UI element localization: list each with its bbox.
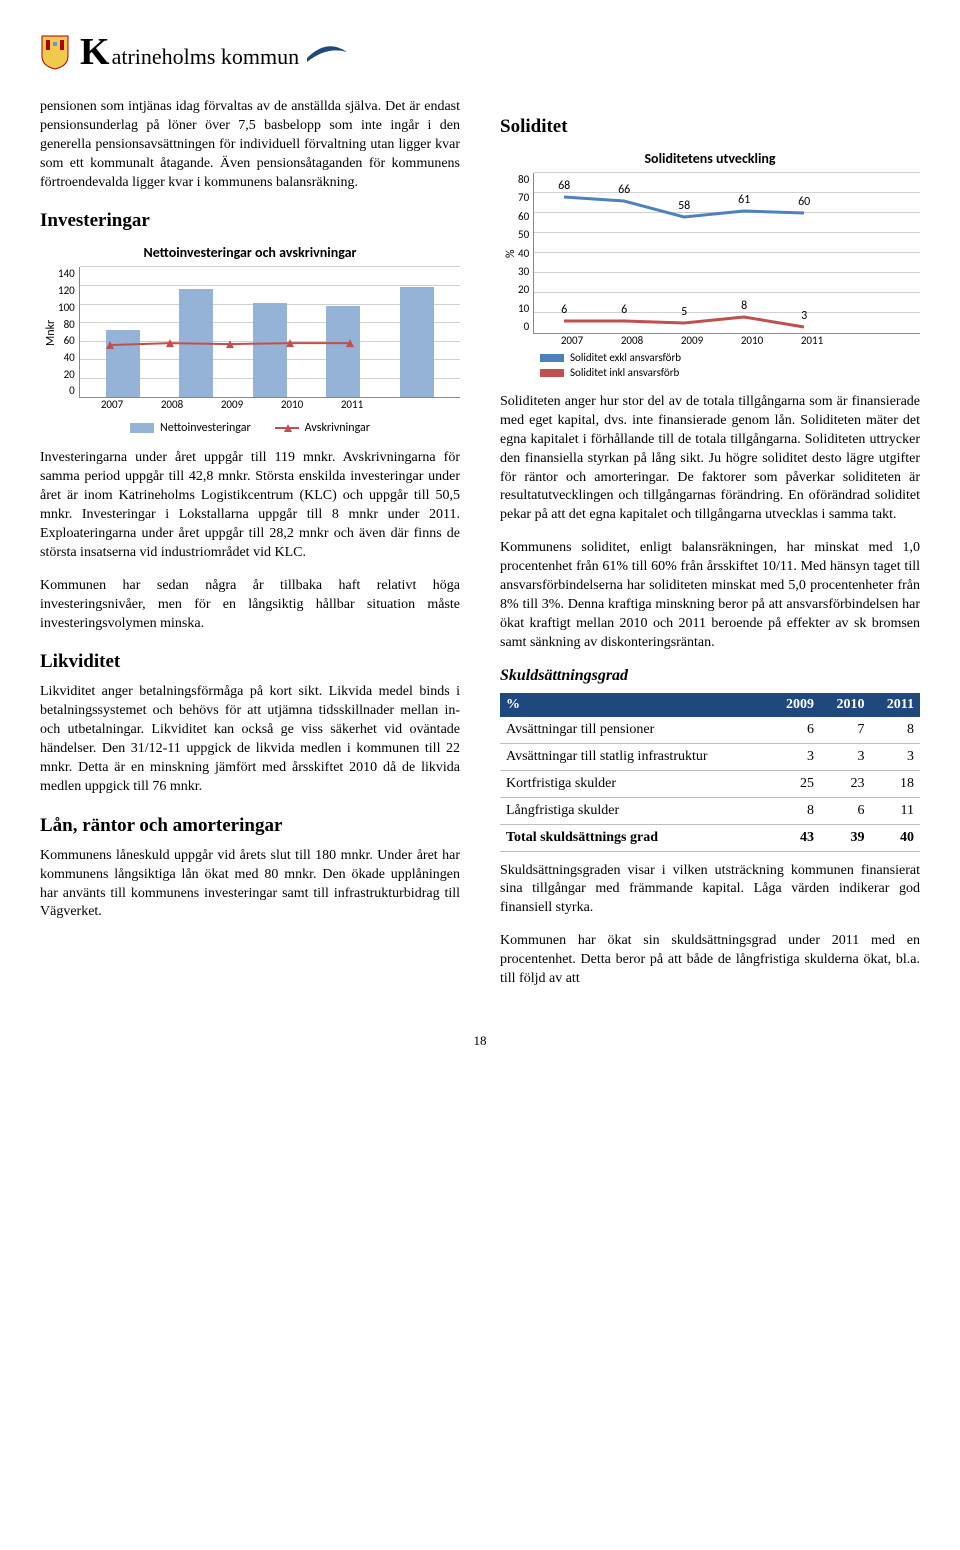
legend-line-label: Avskrivningar (305, 421, 370, 435)
shield-icon (40, 34, 70, 70)
para-soliditet-1: Soliditeten anger hur stor del av de tot… (500, 393, 920, 525)
chart-nettoinvesteringar: Nettoinvesteringar och avskrivningar Mnk… (40, 244, 460, 435)
right-column: Soliditet Soliditetens utveckling % 8070… (500, 98, 920, 1003)
skuldsattning-table: %200920102011 Avsättningar till pensione… (500, 693, 920, 852)
para-invest-detail: Investeringarna under året uppgår till 1… (40, 449, 460, 562)
header: K atrineholms kommun (40, 30, 920, 74)
chart1-xticks: 20072008200920102011 (64, 398, 382, 411)
heading-skuldsattning: Skuldsättningsgrad (500, 667, 920, 685)
chart1-legend: Nettoinvesteringar Avskrivningar (40, 421, 460, 435)
table-header: 2010 (820, 693, 870, 717)
table-row-total: Total skuldsättnings grad433940 (500, 824, 920, 851)
left-column: pensionen som intjänas idag förvaltas av… (40, 98, 460, 1003)
chart1-yticks: 140120100806040200 (58, 267, 79, 397)
heading-soliditet: Soliditet (500, 116, 920, 138)
legend-bar-swatch (130, 423, 154, 433)
chart-soliditet: Soliditetens utveckling % 80706050403020… (500, 150, 920, 379)
chart2-yticks: 80706050403020100 (518, 173, 533, 333)
heading-lan: Lån, räntor och amorteringar (40, 815, 460, 837)
para-skuld-2: Kommunen har ökat sin skuldsättningsgrad… (500, 932, 920, 989)
table-header: 2011 (870, 693, 920, 717)
chart2-plot: 686658616066583 (533, 173, 920, 334)
chart1-plot (79, 267, 460, 398)
page-number: 18 (40, 1033, 920, 1049)
table-row: Avsättningar till pensioner678 (500, 717, 920, 744)
table-header: % (500, 693, 770, 717)
legend-line1-label: Soliditet exkl ansvarsförb (570, 351, 681, 364)
heading-investeringar: Investeringar (40, 210, 460, 232)
swoosh-icon (307, 42, 347, 64)
chart2-title: Soliditetens utveckling (500, 150, 920, 167)
legend-line-swatch (275, 427, 299, 429)
municipality-name: K atrineholms kommun (80, 30, 347, 74)
chart2-xticks: 20072008200920102011 (524, 334, 842, 347)
heading-likviditet: Likviditet (40, 651, 460, 673)
para-invest-comment: Kommunen har sedan några år tillbaka haf… (40, 577, 460, 634)
legend-line2-swatch (540, 369, 564, 377)
para-pension: pensionen som intjänas idag förvaltas av… (40, 98, 460, 192)
legend-line2-label: Soliditet inkl ansvarsförb (570, 366, 679, 379)
bar (400, 287, 434, 398)
table-row: Kortfristiga skulder252318 (500, 770, 920, 797)
chart2-legend: Soliditet exkl ansvarsförb Soliditet ink… (540, 351, 920, 379)
legend-bar-label: Nettoinvesteringar (160, 421, 251, 435)
table-row: Långfristiga skulder8611 (500, 797, 920, 824)
chart1-title: Nettoinvesteringar och avskrivningar (40, 244, 460, 261)
table-row: Avsättningar till statlig infrastruktur3… (500, 743, 920, 770)
para-skuld-1: Skuldsättningsgraden visar i vilken utst… (500, 862, 920, 919)
chart1-ylabel: Mnkr (40, 267, 58, 398)
para-lan: Kommunens låneskuld uppgår vid årets slu… (40, 847, 460, 923)
para-likviditet: Likviditet anger betalningsförmåga på ko… (40, 683, 460, 796)
para-soliditet-2: Kommunens soliditet, enligt balansräknin… (500, 539, 920, 652)
table-header: 2009 (770, 693, 820, 717)
legend-line1-swatch (540, 354, 564, 362)
chart2-ylabel: % (500, 173, 518, 334)
